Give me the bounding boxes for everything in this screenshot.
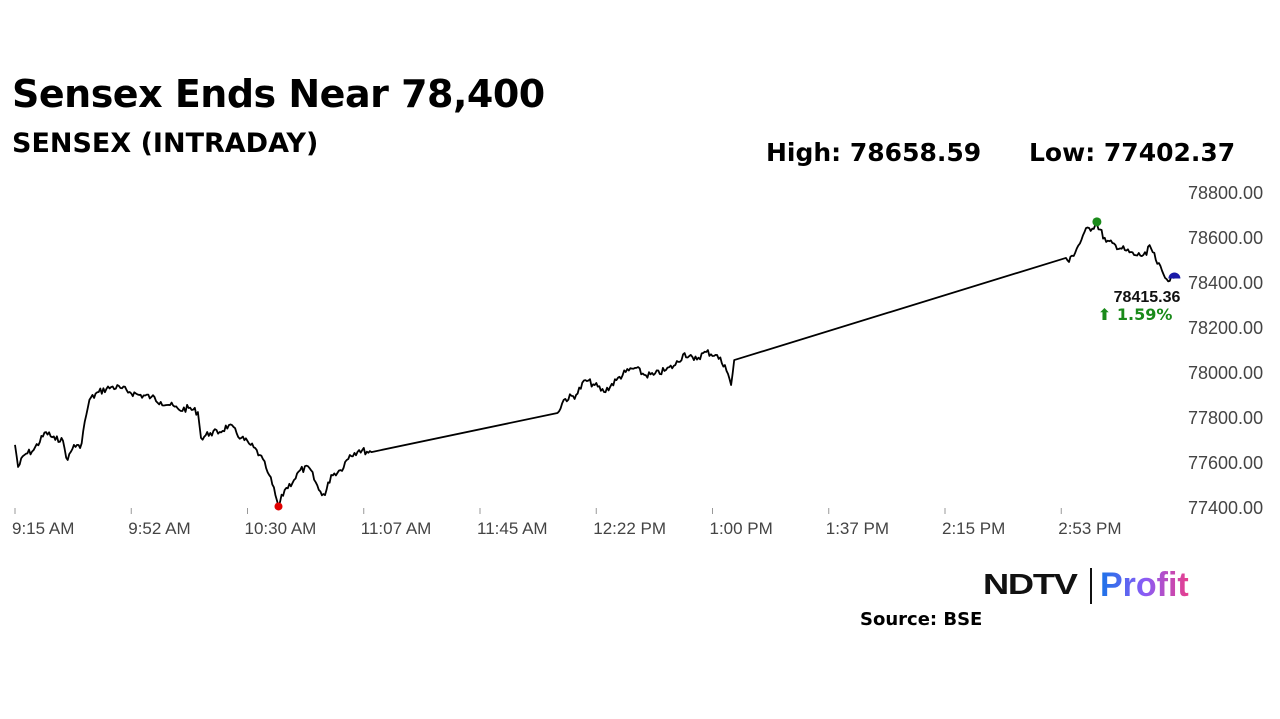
change-percent-label: ⬆ 1.59% <box>1098 305 1172 324</box>
x-tick-label: 2:15 PM <box>942 519 1005 538</box>
y-tick-label: 77600.00 <box>1188 453 1263 473</box>
y-tick-label: 78600.00 <box>1188 228 1263 248</box>
logo-divider <box>1089 567 1092 604</box>
last-price-marker <box>1168 272 1181 279</box>
chart-title: Sensex Ends Near 78,400 <box>12 72 545 116</box>
x-tick-label: 2:53 PM <box>1058 519 1121 538</box>
y-tick-label: 78400.00 <box>1188 273 1263 293</box>
y-tick-label: 78800.00 <box>1188 183 1263 203</box>
source-note: Source: BSE <box>860 609 983 630</box>
low-stat: Low: 77402.37 <box>1029 138 1236 167</box>
profit-logo-text: Profit <box>1099 566 1189 604</box>
ndtv-logo-text: NDTV <box>983 569 1078 601</box>
x-tick-label: 12:22 PM <box>593 519 666 538</box>
x-tick-label: 11:45 AM <box>477 519 548 538</box>
low-point-marker <box>274 502 283 511</box>
x-tick-label: 1:37 PM <box>826 519 889 538</box>
y-tick-label: 77800.00 <box>1188 408 1263 428</box>
y-tick-label: 78200.00 <box>1188 318 1263 338</box>
y-tick-label: 78000.00 <box>1188 363 1263 383</box>
y-tick-label: 77400.00 <box>1188 498 1263 518</box>
high-point-marker <box>1092 217 1102 227</box>
last-price-label: 78415.36 <box>1114 289 1181 306</box>
x-tick-label: 9:52 AM <box>128 519 190 538</box>
ndtv-profit-logo: NDTV Profit <box>983 566 1189 605</box>
high-stat: High: 78658.59 <box>766 138 982 167</box>
x-tick-label: 11:07 AM <box>361 519 432 538</box>
x-tick-label: 1:00 PM <box>710 519 773 538</box>
x-tick-label: 10:30 AM <box>245 519 317 538</box>
chart-subtitle: SENSEX (INTRADAY) <box>12 128 319 159</box>
x-tick-label: 9:15 AM <box>12 519 74 538</box>
sensex-price-line <box>14 222 1176 508</box>
